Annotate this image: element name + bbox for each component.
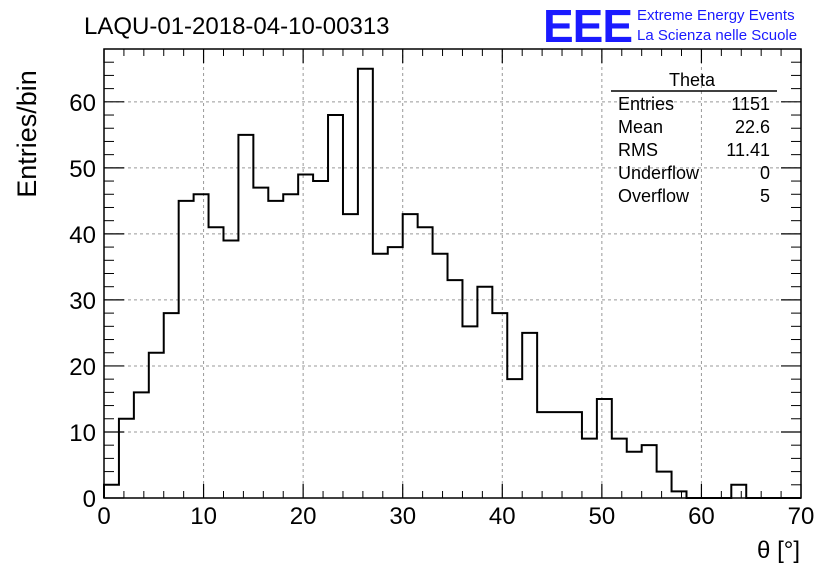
histogram-bin bbox=[149, 353, 164, 498]
histogram-bin bbox=[657, 472, 672, 498]
x-tick-label: 40 bbox=[489, 503, 516, 530]
y-tick-label: 30 bbox=[69, 288, 96, 315]
stats-value: 11.41 bbox=[726, 140, 770, 160]
histogram-outline bbox=[103, 67, 801, 499]
histogram-bin bbox=[522, 333, 537, 498]
histogram-bin bbox=[298, 174, 313, 498]
stats-box-title: Theta bbox=[669, 70, 716, 90]
histogram-bin bbox=[507, 379, 522, 498]
x-tick-label: 10 bbox=[190, 503, 217, 530]
x-axis-label: θ [°] bbox=[757, 537, 800, 564]
histogram-bin bbox=[582, 439, 597, 498]
x-tick-label: 20 bbox=[290, 503, 317, 530]
x-tick-label: 60 bbox=[688, 503, 715, 530]
histogram-bin bbox=[477, 287, 492, 498]
histogram-bin bbox=[223, 240, 238, 498]
histogram-bin bbox=[627, 452, 642, 498]
histogram-bin bbox=[597, 399, 612, 498]
stats-value: 0 bbox=[760, 163, 770, 183]
histogram-bin bbox=[403, 214, 418, 498]
x-tick-label: 30 bbox=[389, 503, 416, 530]
x-tick-label: 50 bbox=[589, 503, 616, 530]
plot-frame bbox=[103, 48, 802, 499]
histogram-bin bbox=[343, 214, 358, 498]
histogram-bin bbox=[433, 254, 448, 498]
histogram-bin bbox=[731, 485, 746, 498]
histogram-bin bbox=[672, 491, 687, 498]
histogram-bin bbox=[209, 227, 224, 498]
histogram-bin bbox=[328, 115, 343, 498]
logo-line-1: Extreme Energy Events bbox=[637, 7, 795, 24]
y-tick-label: 0 bbox=[83, 486, 96, 513]
x-tick-label: 70 bbox=[788, 503, 815, 530]
histogram-bin bbox=[448, 280, 463, 498]
stats-label: RMS bbox=[618, 140, 658, 160]
axis-ticks bbox=[103, 48, 802, 499]
stats-label: Entries bbox=[618, 94, 674, 114]
histogram-bin bbox=[358, 69, 373, 498]
histogram-bin bbox=[373, 254, 388, 498]
histogram-bin bbox=[134, 392, 149, 498]
chart-title: LAQU-01-2018-04-10-00313 bbox=[84, 13, 390, 40]
histogram-bin bbox=[164, 313, 179, 498]
histogram-bin bbox=[567, 412, 582, 498]
grid-lines bbox=[104, 49, 801, 498]
histogram-bin bbox=[642, 445, 657, 498]
y-tick-label: 50 bbox=[69, 156, 96, 183]
histogram-bin bbox=[462, 326, 477, 498]
y-tick-label: 20 bbox=[69, 354, 96, 381]
histogram-bin bbox=[492, 313, 507, 498]
histogram-bin bbox=[238, 135, 253, 498]
histogram-bin bbox=[313, 181, 328, 498]
histogram-bin bbox=[119, 419, 134, 498]
histogram-bin bbox=[268, 201, 283, 498]
stats-value: 22.6 bbox=[735, 117, 770, 137]
y-tick-label: 60 bbox=[69, 90, 96, 117]
stats-label: Mean bbox=[618, 117, 663, 137]
histogram-bin bbox=[388, 247, 403, 498]
eee-logo: EEE bbox=[543, 0, 632, 52]
histogram-bin bbox=[537, 412, 552, 498]
logo-line-2: La Scienza nelle Scuole bbox=[637, 27, 797, 44]
histogram-bin bbox=[552, 412, 567, 498]
stats-value: 5 bbox=[760, 186, 770, 206]
stats-label: Underflow bbox=[618, 163, 700, 183]
stats-box: Theta Entries 1151 Mean 22.6 RMS 11.41 Underfl… bbox=[611, 70, 777, 206]
histogram-bin bbox=[418, 227, 433, 498]
histogram-bin bbox=[194, 194, 209, 498]
x-tick-label: 0 bbox=[97, 503, 110, 530]
histogram-bin bbox=[104, 485, 119, 498]
histogram-bin bbox=[283, 194, 298, 498]
y-tick-label: 10 bbox=[69, 420, 96, 447]
histogram-bin bbox=[179, 201, 194, 498]
stats-label: Overflow bbox=[618, 186, 690, 206]
histogram-bin bbox=[253, 188, 268, 498]
y-tick-label: 40 bbox=[69, 222, 96, 249]
stats-value: 1151 bbox=[731, 94, 770, 114]
histogram-bin bbox=[612, 439, 627, 498]
y-axis-label: Entries/bin bbox=[12, 70, 42, 198]
